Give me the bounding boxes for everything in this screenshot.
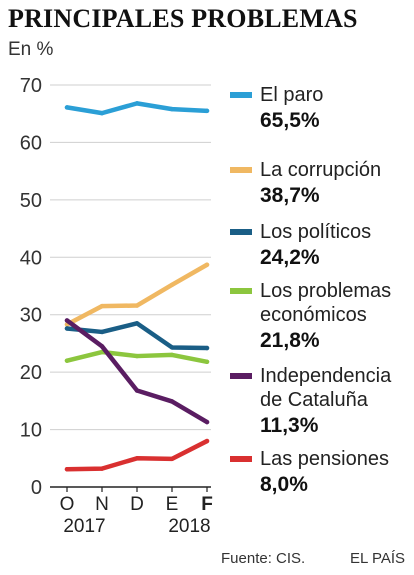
legend-label-3-1: económicos bbox=[260, 304, 367, 326]
series-line-1 bbox=[64, 262, 210, 327]
y-tick-label-10: 10 bbox=[20, 420, 42, 442]
data-point-2-0 bbox=[64, 326, 70, 331]
unit-label: En % bbox=[8, 39, 54, 60]
data-point-4-2 bbox=[134, 388, 140, 393]
data-point-5-2 bbox=[134, 456, 140, 461]
legend-value-0: 65,5% bbox=[260, 109, 320, 132]
data-point-0-2 bbox=[134, 101, 140, 106]
line-chart: 0 10 20 30 40 50 60 70 O N D E F 2017 2018 El paro 65,5%… bbox=[20, 75, 392, 537]
x-tick-label-F: F bbox=[201, 494, 213, 515]
chart-title: PRINCIPALES PROBLEMAS bbox=[8, 4, 358, 33]
y-tick-label-70: 70 bbox=[20, 75, 42, 97]
data-point-2-4 bbox=[204, 345, 210, 351]
year-label-2017: 2017 bbox=[63, 516, 105, 537]
x-tick-label-N: N bbox=[95, 494, 109, 515]
legend-label-5: Las pensiones bbox=[260, 448, 389, 470]
data-point-4-1 bbox=[99, 344, 105, 349]
data-point-2-3 bbox=[169, 345, 175, 350]
legend-label-4-1: de Cataluña bbox=[260, 389, 369, 411]
legend-value-5: 8,0% bbox=[260, 473, 308, 496]
data-point-3-2 bbox=[134, 353, 140, 359]
y-tick-label-30: 30 bbox=[20, 305, 42, 327]
data-point-3-4 bbox=[204, 359, 210, 365]
y-tick-label-20: 20 bbox=[20, 362, 42, 384]
legend-value-4: 11,3% bbox=[260, 414, 319, 437]
data-point-2-2 bbox=[134, 321, 140, 326]
legend-label-3-0: Los problemas bbox=[260, 280, 391, 302]
legend-value-2: 24,2% bbox=[260, 246, 320, 269]
x-tick-label-E: E bbox=[166, 494, 179, 515]
data-point-1-3 bbox=[169, 282, 175, 288]
data-point-1-2 bbox=[134, 303, 140, 308]
data-point-5-1 bbox=[99, 466, 105, 471]
data-point-4-4 bbox=[204, 419, 210, 425]
source-note: Fuente: CIS. bbox=[221, 550, 306, 567]
data-point-1-1 bbox=[99, 303, 105, 309]
series-line-4 bbox=[64, 318, 210, 425]
data-point-2-1 bbox=[99, 329, 105, 335]
x-tick-label-D: D bbox=[130, 494, 144, 515]
legend-value-3: 21,8% bbox=[260, 329, 320, 352]
data-point-5-3 bbox=[169, 456, 175, 462]
legend-label-1: La corrupción bbox=[260, 159, 381, 181]
data-point-5-0 bbox=[64, 466, 70, 472]
legend-label-0: El paro bbox=[260, 84, 323, 106]
data-point-0-3 bbox=[169, 106, 175, 112]
data-point-0-1 bbox=[99, 110, 105, 116]
publisher-label: EL PAÍS bbox=[350, 550, 406, 567]
data-point-0-4 bbox=[204, 108, 210, 114]
year-label-2018: 2018 bbox=[168, 516, 210, 537]
data-point-3-0 bbox=[64, 358, 70, 363]
data-point-4-3 bbox=[169, 399, 175, 404]
legend-label-2: Los políticos bbox=[260, 221, 371, 243]
data-point-3-3 bbox=[169, 352, 175, 358]
y-tick-label-40: 40 bbox=[20, 247, 42, 269]
y-tick-label-60: 60 bbox=[20, 132, 42, 154]
y-tick-label-0: 0 bbox=[31, 477, 42, 499]
data-point-0-0 bbox=[64, 105, 70, 110]
data-point-4-0 bbox=[64, 318, 70, 323]
data-point-1-4 bbox=[204, 262, 210, 267]
legend-value-1: 38,7% bbox=[260, 184, 320, 207]
legend-label-4-0: Independencia bbox=[260, 365, 392, 387]
series-line-5 bbox=[64, 438, 210, 472]
data-point-5-4 bbox=[204, 438, 210, 444]
x-tick-label-O: O bbox=[60, 494, 75, 515]
y-tick-label-50: 50 bbox=[20, 190, 42, 212]
